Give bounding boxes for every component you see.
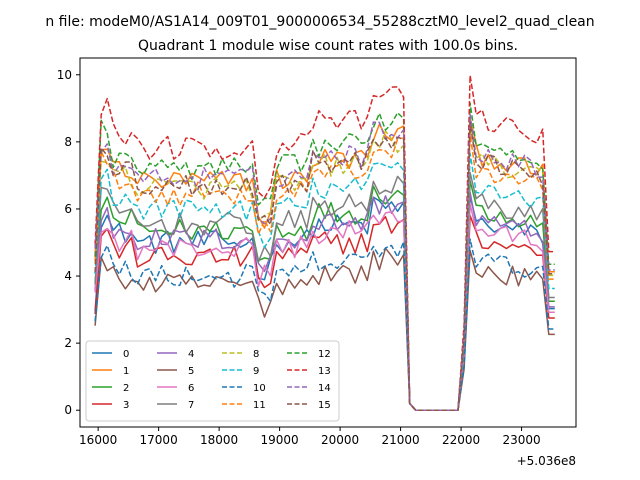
x-tick-label: 16000: [79, 433, 117, 447]
legend-label-7: 7: [188, 400, 194, 411]
legend-label-1: 1: [123, 366, 129, 377]
y-tick-label: 0: [64, 403, 72, 417]
legend-label-2: 2: [123, 383, 129, 394]
legend-label-0: 0: [123, 349, 129, 360]
series-1-line: [94, 117, 555, 411]
x-tick-label: 18000: [200, 433, 238, 447]
legend-label-8: 8: [253, 349, 259, 360]
x-tick-label: 23000: [502, 433, 540, 447]
x-tick-label: 20000: [321, 433, 359, 447]
y-tick-label: 6: [64, 202, 72, 216]
y-tick-label: 8: [64, 135, 72, 149]
series-0-line: [94, 195, 555, 411]
series-15-line: [94, 121, 555, 411]
axes-frame: [79, 57, 577, 428]
legend-label-6: 6: [188, 383, 194, 394]
series-9-line: [94, 152, 555, 411]
y-tick-label: 2: [64, 336, 72, 350]
series-7-line: [94, 171, 555, 411]
series-13-line: [94, 74, 555, 411]
legend-label-13: 13: [318, 366, 331, 377]
legend-label-5: 5: [188, 366, 194, 377]
x-tick-label: 22000: [442, 433, 480, 447]
legend-label-9: 9: [253, 366, 259, 377]
legend-label-12: 12: [318, 349, 331, 360]
series-11-line: [94, 133, 555, 411]
legend-label-11: 11: [253, 400, 266, 411]
y-tick-label: 4: [64, 269, 72, 283]
y-tick-label: 10: [57, 68, 72, 82]
series-14-line: [94, 113, 555, 411]
chart-title: Quadrant 1 module wise count rates with …: [138, 38, 518, 54]
x-tick-label: 19000: [261, 433, 299, 447]
x-tick-label: 21000: [381, 433, 419, 447]
suptitle: n file: modeM0/AS1A14_009T01_9000006534_…: [45, 14, 594, 30]
legend-label-15: 15: [318, 400, 331, 411]
x-offset-label: +5.036e8: [517, 454, 576, 468]
series-3-line: [94, 214, 555, 411]
legend-box: [85, 340, 340, 422]
y-axis: 0 2 4 6 8 10: [57, 68, 80, 417]
legend-label-10: 10: [253, 383, 266, 394]
legend-label-4: 4: [188, 349, 194, 360]
series-8-line: [94, 125, 555, 411]
legend-label-14: 14: [318, 383, 331, 394]
plot-area: [94, 74, 555, 411]
series-12-line: [94, 102, 555, 411]
legend-label-3: 3: [123, 400, 129, 411]
series-6-line: [94, 203, 555, 411]
series-10-line: [94, 238, 555, 411]
x-axis: 16000 17000 18000 19000 20000 21000 22000 23000: [79, 427, 541, 447]
x-tick-label: 17000: [140, 433, 178, 447]
